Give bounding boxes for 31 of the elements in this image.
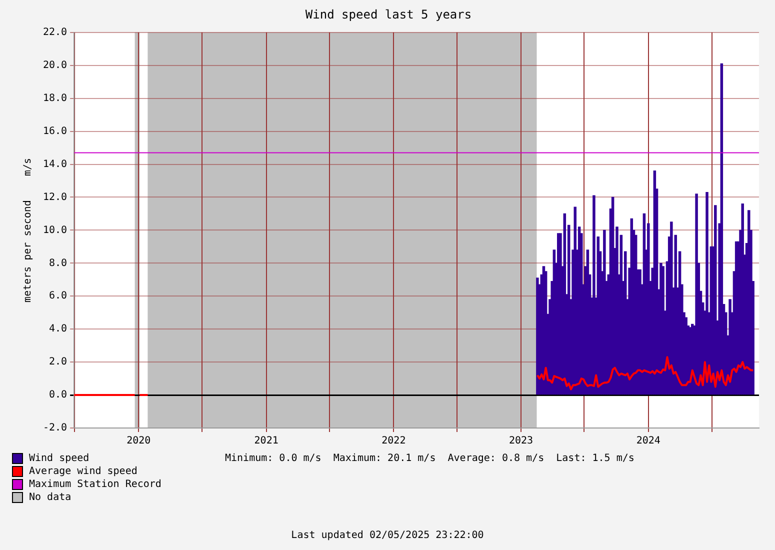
text: Minimum: 0.0 m/s Maximum: 20.1 m/s Average: 0.8 m/s Last: 1.5 m/s	[225, 452, 634, 465]
bar	[695, 194, 698, 395]
y-tick-label: 6.0	[49, 290, 68, 302]
bar	[714, 205, 717, 395]
y-tick-label: 16.0	[42, 126, 68, 137]
bar	[592, 195, 596, 395]
y-axis-title: meters per second m/s	[22, 158, 34, 302]
y-tick-label: 8.0	[49, 258, 68, 269]
x-tick-label: 2020	[126, 436, 151, 447]
x-tick-label: 2024	[636, 436, 660, 447]
text: No data	[29, 492, 72, 503]
y-tick-label: 14.0	[42, 158, 68, 170]
x-tick-label: 2021	[254, 436, 278, 447]
legend-label: Wind speed	[29, 453, 90, 464]
bar	[741, 203, 744, 395]
x-tick-label: 2022	[382, 436, 406, 447]
legend-label: Average wind speed	[29, 466, 138, 477]
y-tick-label: -2.0	[42, 422, 68, 434]
x-tick-label: 2023	[508, 436, 534, 447]
y-tick-label: 12.0	[42, 192, 68, 203]
y-tick-label: 18.0	[42, 92, 68, 104]
y-tick-label: 2.0	[49, 356, 68, 368]
y-tick-label: 10.0	[42, 224, 68, 236]
legend-label: Maximum Station Record	[29, 479, 162, 490]
y-tick-label: 22.0	[42, 26, 68, 38]
y-tick-label: 0.0	[49, 390, 68, 401]
y-tick-label: 20.0	[42, 60, 68, 71]
text: Last updated 02/05/2025 23:22:00	[290, 530, 485, 541]
chart-title: Wind speed last 5 years	[305, 7, 472, 22]
y-tick-label: 4.0	[49, 324, 68, 335]
bar	[574, 206, 576, 395]
